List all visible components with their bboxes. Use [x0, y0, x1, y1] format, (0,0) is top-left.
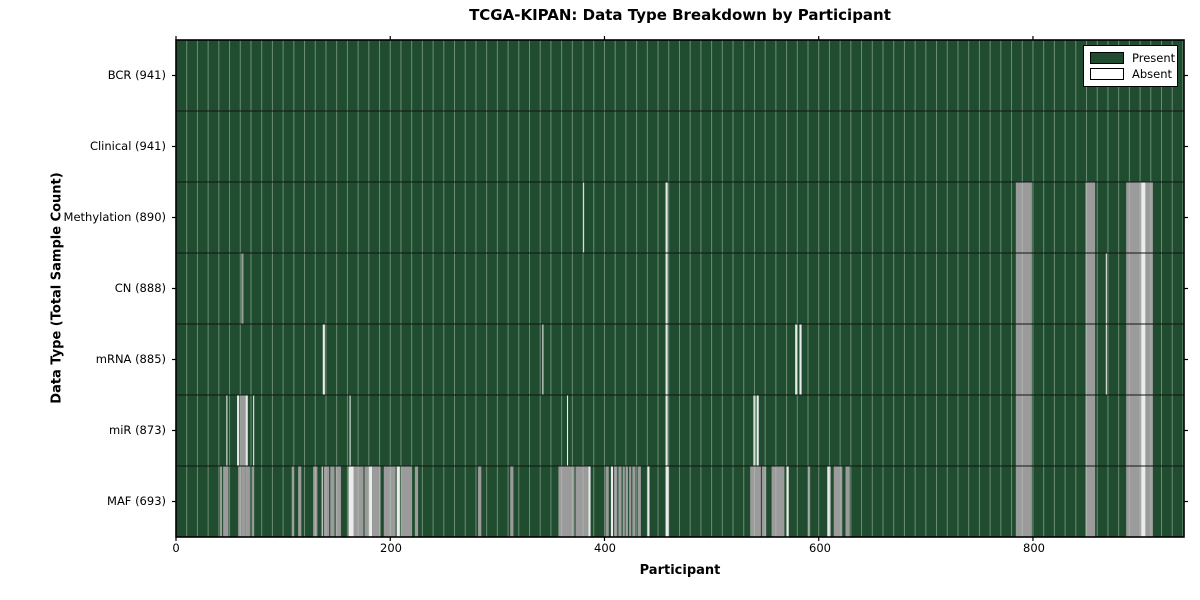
legend-item-absent: Absent [1090, 66, 1173, 82]
chart-title: TCGA-KIPAN: Data Type Breakdown by Parti… [469, 6, 891, 24]
legend: Present Absent [1083, 45, 1178, 87]
y-tick-label-mir: miR (873) [109, 423, 166, 437]
legend-swatch-present-icon [1090, 52, 1124, 64]
y-tick-label-methylation: Methylation (890) [63, 210, 166, 224]
legend-swatch-absent-icon [1090, 68, 1124, 80]
x-tick-label-400: 400 [594, 541, 616, 555]
legend-label-absent: Absent [1132, 67, 1173, 81]
x-axis-label: Participant [639, 563, 721, 578]
x-tick-label-800: 800 [1023, 541, 1045, 555]
y-tick-label-mrna: mRNA (885) [95, 352, 166, 366]
y-tick-label-cn: CN (888) [114, 281, 166, 295]
legend-item-present: Present [1090, 50, 1175, 66]
x-tick-label-600: 600 [809, 541, 831, 555]
y-tick-label-maf: MAF (693) [107, 494, 166, 508]
legend-label-present: Present [1132, 51, 1176, 65]
y-tick-label-bcr: BCR (941) [107, 68, 166, 82]
y-tick-label-clinical: Clinical (941) [89, 139, 166, 153]
x-tick-label-200: 200 [380, 541, 402, 555]
x-tick-label-0: 0 [172, 541, 180, 555]
